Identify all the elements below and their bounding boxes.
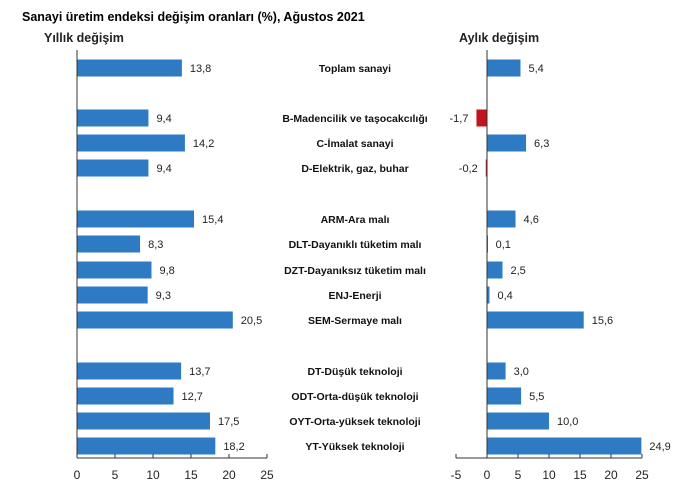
monthly-data-label: 5,4 [528, 63, 543, 75]
monthly-bar [487, 311, 584, 329]
monthly-tick-label: 20 [604, 468, 618, 482]
category-label: DZT-Dayanıksız tüketim malı [284, 265, 426, 277]
annual-tick-label: 5 [112, 468, 119, 482]
annual-bar [77, 59, 182, 77]
monthly-bar [487, 362, 506, 380]
annual-data-label: 8,3 [148, 239, 163, 251]
annual-bar [77, 387, 174, 405]
annual-data-label: 9,8 [159, 265, 174, 277]
monthly-data-label: 3,0 [514, 366, 529, 378]
annual-tick-label: 0 [74, 468, 81, 482]
chart-title: Sanayi üretim endeksi değişim oranları (… [22, 10, 365, 24]
monthly-bar [487, 210, 516, 228]
annual-data-label: 18,2 [223, 441, 244, 453]
monthly-bar [487, 437, 642, 455]
annual-bar [77, 159, 149, 177]
annual-tick-label: 10 [146, 468, 160, 482]
monthly-bar [476, 109, 487, 127]
monthly-tick-label: 10 [542, 468, 556, 482]
monthly-data-label: 10,0 [557, 416, 578, 428]
annual-bar [77, 261, 152, 279]
category-label: YT-Yüksek teknoloji [305, 441, 404, 453]
annual-bar [77, 134, 185, 152]
annual-data-label: 14,2 [193, 138, 214, 150]
annual-change-panel-title: Yıllık değişim [44, 31, 124, 45]
monthly-data-label: 15,6 [592, 315, 613, 327]
monthly-data-label: 5,5 [529, 391, 544, 403]
annual-bar [77, 235, 141, 253]
monthly-bar [487, 261, 503, 279]
annual-data-label: 17,5 [218, 416, 239, 428]
annual-bar [77, 109, 149, 127]
monthly-change-panel-title: Aylık değişim [459, 31, 540, 45]
annual-data-label: 12,7 [182, 391, 203, 403]
category-label: DLT-Dayanıklı tüketim malı [289, 239, 422, 251]
annual-bar [77, 311, 233, 329]
category-label: ODT-Orta-düşük teknoloji [291, 391, 418, 403]
category-label: D-Elektrik, gaz, buhar [301, 163, 408, 175]
annual-tick-label: 25 [260, 468, 274, 482]
annual-data-label: 9,4 [156, 163, 171, 175]
monthly-data-label: -1,7 [449, 113, 468, 125]
category-label: SEM-Sermaye malı [308, 315, 402, 327]
monthly-data-label: 24,9 [649, 441, 670, 453]
annual-bar [77, 362, 182, 380]
annual-tick-label: 20 [222, 468, 236, 482]
monthly-data-label: 2,5 [511, 265, 526, 277]
category-label: B-Madencilik ve taşocakcılığı [282, 113, 427, 125]
annual-data-label: 20,5 [241, 315, 262, 327]
category-label: ARM-Ara malı [321, 214, 390, 226]
annual-bar [77, 437, 216, 455]
monthly-tick-label: -5 [451, 468, 462, 482]
category-label: C-İmalat sanayi [316, 137, 393, 150]
monthly-data-label: 0,1 [496, 239, 511, 251]
monthly-tick-label: 5 [515, 468, 522, 482]
category-label: DT-Düşük teknoloji [307, 366, 402, 378]
annual-data-label: 9,3 [156, 290, 171, 302]
monthly-tick-label: 0 [484, 468, 491, 482]
annual-data-label: 9,4 [156, 113, 171, 125]
monthly-bar [487, 134, 527, 152]
annual-bar [77, 412, 210, 430]
monthly-data-label: -0,2 [459, 163, 478, 175]
annual-data-label: 13,7 [189, 366, 210, 378]
monthly-tick-label: 15 [573, 468, 587, 482]
annual-bar [77, 286, 148, 304]
monthly-bar [487, 59, 521, 77]
monthly-tick-label: 25 [635, 468, 649, 482]
monthly-bar [487, 387, 522, 405]
category-label: OYT-Orta-yüksek teknoloji [289, 416, 420, 428]
annual-data-label: 15,4 [202, 214, 223, 226]
category-label: ENJ-Enerji [328, 290, 381, 302]
monthly-bar [487, 412, 549, 430]
annual-bar [77, 210, 195, 228]
monthly-data-label: 6,3 [534, 138, 549, 150]
monthly-data-label: 4,6 [524, 214, 539, 226]
category-label: Toplam sanayi [319, 63, 391, 75]
monthly-bar [485, 159, 487, 177]
monthly-data-label: 0,4 [497, 290, 512, 302]
monthly-bar [487, 286, 490, 304]
annual-tick-label: 15 [184, 468, 198, 482]
annual-data-label: 13,8 [190, 63, 211, 75]
